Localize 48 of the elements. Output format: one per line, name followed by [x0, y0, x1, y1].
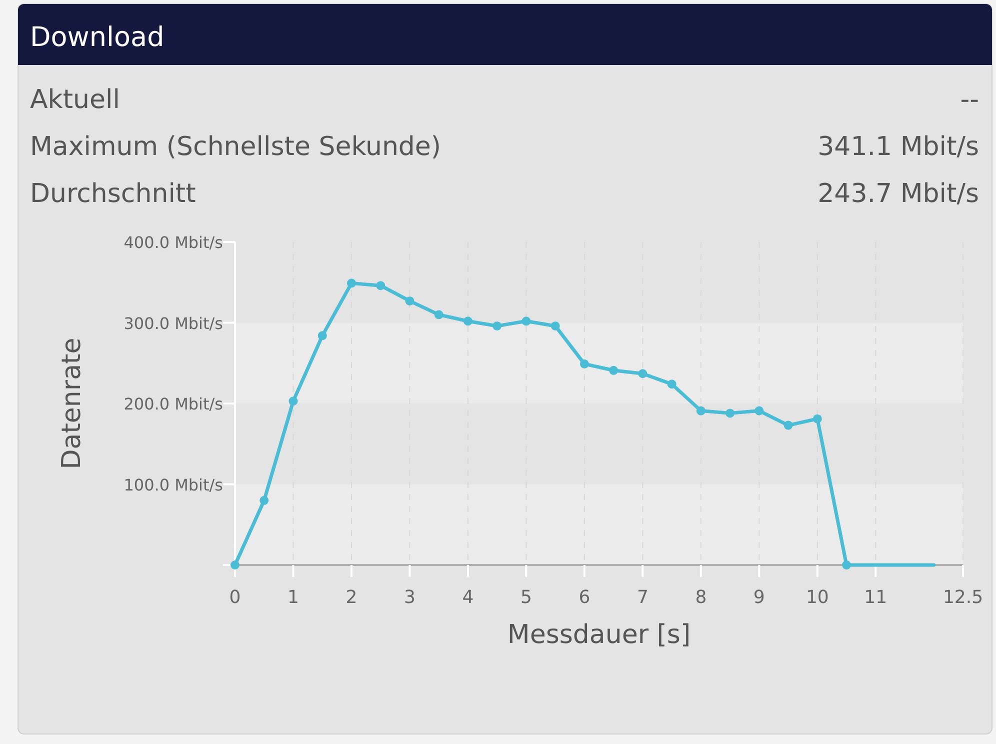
point: [522, 316, 531, 326]
point: [405, 296, 414, 306]
chart-title: Download: [30, 22, 164, 53]
x-tick-label: 12.5: [942, 587, 984, 608]
point: [260, 496, 269, 505]
point: [754, 406, 764, 416]
x-tick-label: 9: [753, 587, 765, 608]
point: [696, 406, 706, 416]
x-tick-label: 7: [636, 587, 648, 608]
point: [580, 359, 589, 368]
text: Aktuell: [30, 85, 120, 115]
x-tick-label: 11: [864, 587, 888, 608]
x-tick-label: 10: [806, 587, 829, 608]
y-axis-title: Datenrate: [57, 338, 87, 470]
x-tick-label: 3: [404, 587, 416, 608]
text: 243.7 Mbit/s: [818, 179, 979, 209]
x-tick-label: 6: [578, 587, 590, 608]
text: --: [960, 85, 979, 115]
y-tick-label: 300.0 Mbit/s: [124, 314, 223, 333]
y-tick-label: 200.0 Mbit/s: [124, 394, 223, 414]
y-tick-label: 400.0 Mbit/s: [124, 233, 223, 252]
point: [550, 321, 560, 330]
point: [288, 396, 298, 406]
point: [667, 380, 676, 389]
text: 341.1 Mbit/s: [818, 132, 979, 162]
point: [230, 560, 240, 570]
x-axis-title: Messdauer [s]: [507, 620, 691, 650]
x-tick-label: 2: [346, 587, 358, 608]
point: [784, 420, 793, 430]
point: [842, 560, 852, 570]
point: [376, 281, 386, 290]
point: [463, 316, 472, 326]
point: [726, 408, 735, 418]
point: [346, 278, 356, 288]
x-tick-label: 4: [462, 587, 474, 608]
text: Maximum (Schnellste Sekunde): [30, 132, 442, 162]
x-tick-label: 5: [520, 587, 532, 608]
x-tick-label: 1: [288, 587, 299, 608]
point: [318, 331, 327, 340]
text: Durchschnitt: [30, 179, 196, 209]
point: [609, 366, 618, 375]
x-tick-label: 8: [695, 587, 707, 608]
point: [638, 369, 648, 378]
point: [812, 414, 822, 424]
point: [492, 321, 502, 330]
point: [434, 310, 444, 320]
x-tick-label: 0: [229, 587, 241, 608]
y-tick-label: 100.0 Mbit/s: [124, 475, 223, 494]
